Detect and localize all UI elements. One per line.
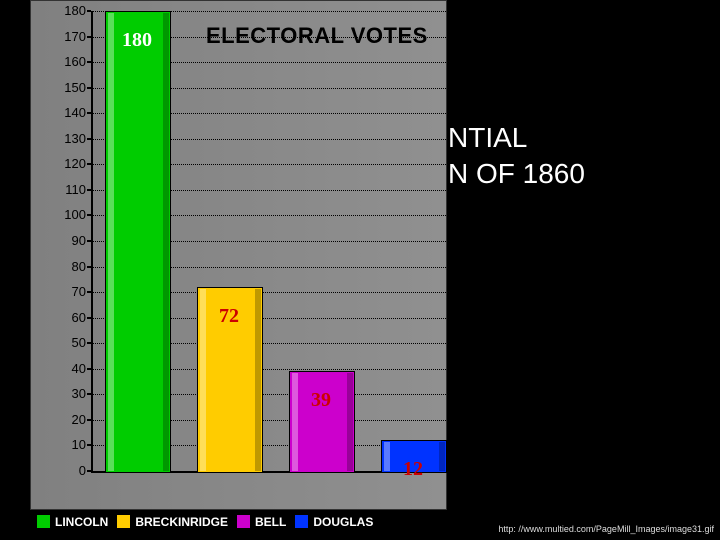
y-tick-label: 70 <box>51 284 86 299</box>
bar-value-label: 72 <box>197 305 261 328</box>
y-tick-label: 110 <box>51 182 86 197</box>
bar-value-label: 180 <box>105 29 169 52</box>
y-tick-label: 100 <box>51 207 86 222</box>
y-tick-mark <box>87 240 91 242</box>
legend-swatch <box>116 514 131 529</box>
y-tick-label: 10 <box>51 437 86 452</box>
overlay-line2: N OF 1860 <box>448 156 585 192</box>
legend: LINCOLN BRECKINRIDGE BELL DOUGLAS <box>36 514 373 529</box>
y-tick-label: 150 <box>51 80 86 95</box>
y-tick-label: 180 <box>51 3 86 18</box>
y-tick-mark <box>87 163 91 165</box>
y-tick-mark <box>87 393 91 395</box>
legend-label: BRECKINRIDGE <box>135 515 228 529</box>
y-tick-mark <box>87 112 91 114</box>
overlay-title: NTIAL N OF 1860 <box>448 120 585 193</box>
legend-swatch <box>36 514 51 529</box>
y-tick-mark <box>87 266 91 268</box>
y-tick-label: 30 <box>51 386 86 401</box>
legend-swatch <box>236 514 251 529</box>
y-tick-label: 130 <box>51 131 86 146</box>
legend-swatch <box>294 514 309 529</box>
y-tick-mark <box>87 87 91 89</box>
y-tick-label: 50 <box>51 335 86 350</box>
legend-item-lincoln: LINCOLN <box>36 514 108 529</box>
legend-label: LINCOLN <box>55 515 108 529</box>
y-tick-label: 120 <box>51 156 86 171</box>
y-tick-mark <box>87 214 91 216</box>
bar-bell <box>289 371 355 473</box>
legend-item-bell: BELL <box>236 514 286 529</box>
chart-panel: ELECTORAL VOTES 010203040506070809010011… <box>30 0 447 510</box>
y-tick-mark <box>87 470 91 472</box>
y-tick-label: 0 <box>51 463 86 478</box>
y-tick-mark <box>87 317 91 319</box>
legend-item-douglas: DOUGLAS <box>294 514 373 529</box>
y-tick-label: 60 <box>51 310 86 325</box>
y-tick-mark <box>87 189 91 191</box>
bar-lincoln <box>105 11 171 473</box>
y-tick-mark <box>87 419 91 421</box>
y-tick-mark <box>87 368 91 370</box>
overlay-line1: NTIAL <box>448 120 585 156</box>
source-text: http: //www.multied.com/PageMill_Images/… <box>498 524 714 534</box>
y-tick-label: 170 <box>51 29 86 44</box>
y-tick-label: 140 <box>51 105 86 120</box>
y-tick-label: 160 <box>51 54 86 69</box>
y-tick-mark <box>87 444 91 446</box>
y-tick-mark <box>87 10 91 12</box>
y-tick-mark <box>87 291 91 293</box>
legend-item-breckinridge: BRECKINRIDGE <box>116 514 228 529</box>
bar-value-label: 39 <box>289 389 353 412</box>
y-tick-mark <box>87 342 91 344</box>
y-tick-mark <box>87 138 91 140</box>
y-tick-mark <box>87 61 91 63</box>
y-tick-label: 40 <box>51 361 86 376</box>
legend-label: DOUGLAS <box>313 515 373 529</box>
legend-label: BELL <box>255 515 286 529</box>
y-tick-label: 80 <box>51 259 86 274</box>
bar-value-label: 12 <box>381 458 445 481</box>
y-tick-label: 90 <box>51 233 86 248</box>
y-tick-mark <box>87 36 91 38</box>
y-tick-label: 20 <box>51 412 86 427</box>
